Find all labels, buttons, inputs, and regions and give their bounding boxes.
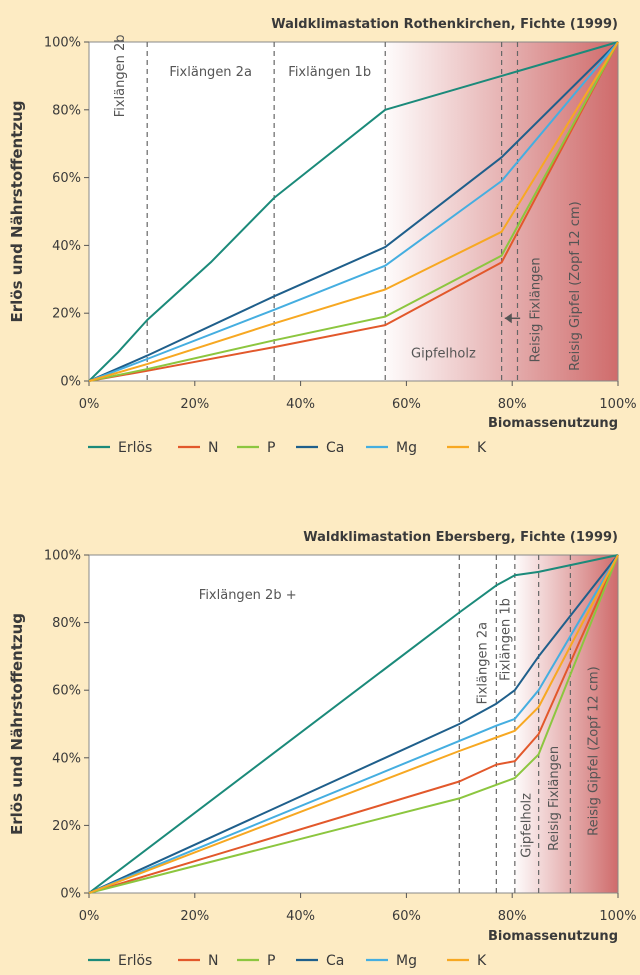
x-tick-label: 100%	[599, 909, 636, 924]
y-tick-label: 0%	[60, 887, 81, 902]
x-tick-label: 40%	[286, 909, 315, 924]
legend-label: Ca	[326, 953, 344, 969]
section-annotation: Fixlängen 1b	[288, 65, 371, 80]
section-annotation: Fixlängen 2a	[476, 622, 491, 705]
x-tick-label: 0%	[79, 909, 100, 924]
y-tick-label: 40%	[52, 751, 81, 766]
arrow-head-icon	[504, 313, 512, 324]
chart-title: Waldklimastation Rothenkirchen, Fichte (…	[271, 17, 618, 32]
legend-label: Erlös	[118, 953, 152, 969]
x-tick-label: 0%	[79, 397, 100, 412]
legend-label: K	[477, 953, 487, 969]
section-annotation: Reisig Fixlängen	[547, 746, 562, 851]
series-line-p	[88, 41, 619, 382]
x-tick-label: 60%	[392, 909, 421, 924]
section-annotation: Reisig Fixlängen	[529, 257, 544, 362]
legend-label: N	[208, 953, 218, 969]
x-tick-label: 60%	[392, 397, 421, 412]
legend: Erlös N P Ca Mg K	[88, 440, 487, 456]
section-annotation: Gipfelholz	[411, 346, 476, 361]
plot-frame	[88, 41, 619, 382]
legend-label: N	[208, 440, 218, 456]
series-line-n	[88, 41, 619, 382]
y-tick-label: 60%	[52, 171, 81, 186]
x-axis-label: Biomassenutzung	[488, 929, 618, 944]
y-axis-label: Erlös und Nährstoffentzug	[8, 613, 26, 835]
y-axis-label: Erlös und Nährstoffentzug	[8, 100, 26, 322]
section-annotation: Gipfelholz	[520, 793, 535, 858]
x-tick-label: 20%	[180, 397, 209, 412]
y-tick-label: 20%	[52, 819, 81, 834]
legend-label: P	[267, 440, 275, 456]
legend-label: K	[477, 440, 487, 456]
series-line-erlös	[88, 554, 619, 894]
x-tick-label: 20%	[180, 909, 209, 924]
x-tick-label: 40%	[286, 397, 315, 412]
shaded-region	[512, 555, 618, 893]
x-axis-label: Biomassenutzung	[488, 416, 618, 431]
legend-label: Erlös	[118, 440, 152, 456]
y-tick-label: 100%	[44, 549, 81, 564]
series-line-ca	[88, 41, 619, 382]
x-tick-label: 80%	[498, 397, 527, 412]
y-tick-label: 40%	[52, 239, 81, 254]
series-line-k	[88, 554, 619, 894]
section-annotation: Fixlängen 1b	[498, 598, 513, 681]
legend: Erlös N P Ca Mg K	[88, 953, 487, 969]
series-line-mg	[88, 41, 619, 382]
series-line-ca	[88, 554, 619, 894]
x-tick-label: 80%	[498, 909, 527, 924]
series-line-erlös	[88, 41, 619, 382]
y-tick-label: 20%	[52, 307, 81, 322]
legend-label: Mg	[396, 440, 417, 456]
legend-label: Mg	[396, 953, 417, 969]
series-line-mg	[88, 554, 619, 894]
x-tick-label: 100%	[599, 397, 636, 412]
y-tick-label: 100%	[44, 36, 81, 51]
chart-panel-1: Waldklimastation Rothenkirchen, Fichte (…	[8, 17, 637, 456]
y-tick-label: 80%	[52, 616, 81, 631]
chart-title: Waldklimastation Ebersberg, Fichte (1999…	[303, 530, 618, 545]
y-tick-label: 80%	[52, 103, 81, 118]
section-annotation: Fixlängen 2a	[169, 65, 252, 80]
series-line-n	[88, 554, 619, 894]
legend-label: P	[267, 953, 275, 969]
shaded-region	[379, 42, 618, 381]
section-annotation: Fixlängen 2b +	[199, 588, 297, 603]
section-annotation: Reisig Gipfel (Zopf 12 cm)	[587, 666, 602, 836]
section-annotation: Fixlängen 2b	[113, 34, 128, 117]
section-annotation: Reisig Gipfel (Zopf 12 cm)	[568, 201, 583, 371]
legend-label: Ca	[326, 440, 344, 456]
series-line-k	[88, 41, 619, 382]
plot-frame	[88, 554, 619, 894]
y-tick-label: 60%	[52, 684, 81, 699]
chart-panel-2: Waldklimastation Ebersberg, Fichte (1999…	[8, 530, 637, 969]
series-line-p	[88, 554, 619, 894]
y-tick-label: 0%	[60, 375, 81, 390]
